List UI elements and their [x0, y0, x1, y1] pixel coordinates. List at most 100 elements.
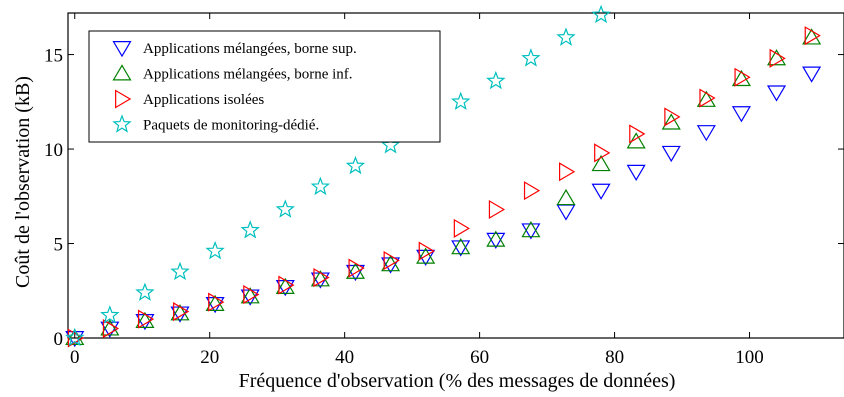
legend-box [88, 30, 441, 143]
series-3 [67, 26, 821, 348]
data-point [345, 264, 366, 282]
data-point [243, 284, 260, 305]
data-point [699, 88, 716, 108]
data-point [661, 113, 681, 130]
legend: Applications mélangées, borne sup. Applic… [88, 30, 441, 143]
data-point [594, 143, 611, 163]
y-tick-label: 15 [44, 46, 63, 67]
y-tick-label: 10 [44, 140, 63, 161]
data-point [486, 230, 506, 247]
data-point [591, 4, 611, 24]
data-point [591, 154, 611, 172]
data-point [345, 155, 366, 175]
data-point [100, 319, 120, 336]
legend-label: Applications isolées [143, 92, 264, 108]
data-point [383, 250, 400, 271]
x-tick-label: 100 [735, 347, 764, 368]
data-point [521, 223, 541, 240]
x-tick-label: 20 [200, 347, 219, 368]
legend-label: Applications mélangées, borne sup. [143, 41, 357, 57]
legend-marker [112, 114, 132, 133]
plot-frame [67, 12, 844, 339]
legend-marker [112, 41, 132, 58]
data-point [135, 282, 155, 301]
data-point [451, 91, 471, 111]
series-4 [65, 4, 611, 347]
data-point [556, 27, 576, 46]
data-point [102, 319, 120, 339]
data-point [416, 249, 436, 267]
data-point [696, 125, 716, 142]
data-point [137, 309, 155, 329]
data-point [205, 294, 225, 311]
data-point [453, 218, 470, 238]
data-point [100, 321, 120, 338]
data-point [380, 135, 401, 154]
legend-label: Applications mélangées, borne inf. [143, 67, 353, 83]
data-point [451, 238, 471, 255]
data-point [416, 247, 436, 264]
data-point [523, 181, 541, 201]
data-point [205, 240, 225, 260]
data-point [559, 162, 576, 182]
data-point [804, 26, 821, 46]
data-point [556, 204, 576, 221]
x-tick-label: 40 [335, 347, 354, 368]
data-point [381, 257, 401, 274]
data-point [418, 241, 435, 261]
legend-label: Paquets de monitoring-dédié. [143, 118, 319, 134]
data-point [348, 258, 365, 278]
data-point [275, 277, 295, 294]
data-point [275, 199, 295, 218]
data-point [661, 145, 681, 163]
x-tick-label: 0 [70, 347, 80, 368]
data-point [802, 28, 822, 45]
data-point [100, 305, 120, 324]
data-point [451, 240, 471, 257]
data-point [208, 292, 225, 312]
data-point [488, 199, 506, 220]
data-point [486, 232, 506, 250]
y-tick-label: 0 [54, 329, 64, 350]
data-point [170, 261, 190, 281]
x-tick-label: 60 [470, 347, 489, 368]
axes [67, 12, 844, 339]
data-point [173, 302, 190, 322]
data-point [310, 176, 331, 196]
x-axis-label: Fréquence d'observation (% des messages … [239, 370, 676, 392]
data-point [766, 85, 787, 102]
data-point [278, 275, 295, 295]
data-point [240, 220, 260, 239]
data-point [734, 67, 751, 87]
data-point [240, 287, 260, 304]
data-point [170, 304, 190, 321]
ticks: 0 20 40 60 80 100 0 5 10 15 [44, 13, 844, 368]
x-tick-label: 80 [605, 347, 624, 368]
legend-marker [112, 64, 132, 81]
data-point [310, 270, 330, 287]
data-point [664, 107, 681, 127]
data-point [766, 49, 787, 66]
data-point [731, 106, 751, 123]
data-point [591, 183, 611, 200]
data-point [696, 90, 716, 107]
data-point [486, 70, 506, 90]
data-point [65, 327, 85, 347]
data-point [313, 267, 330, 288]
data-point [731, 69, 751, 87]
data-point [521, 221, 541, 238]
data-point [65, 328, 85, 345]
data-point [769, 48, 786, 68]
data-point [521, 48, 541, 67]
data-point [556, 188, 576, 206]
legend-marker [115, 89, 132, 109]
data-point [629, 124, 646, 144]
data-point [802, 66, 822, 83]
data-point [135, 311, 155, 328]
data-point [626, 164, 646, 181]
data-marks [65, 4, 822, 348]
y-axis-label: Coût de l'observation (kB) [12, 76, 34, 288]
y-tick-label: 5 [54, 235, 64, 256]
